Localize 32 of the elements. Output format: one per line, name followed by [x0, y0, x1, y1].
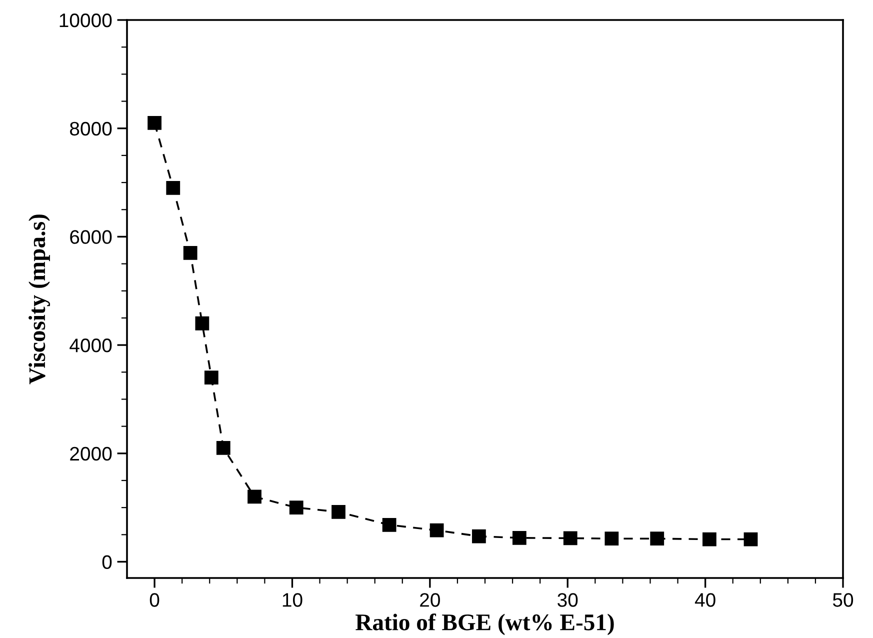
point — [166, 180, 180, 195]
point — [382, 518, 396, 532]
y-tick-label: 0 — [102, 555, 112, 569]
y-tick-label: 10000 — [60, 13, 112, 28]
y-axis-title: Viscosity (mpa.s) — [28, 214, 50, 384]
y-tick-label: 2000 — [70, 446, 112, 461]
point — [183, 246, 198, 260]
x-tick-label: 50 — [832, 593, 854, 607]
point — [512, 530, 526, 545]
point — [195, 316, 210, 330]
y-tick-label: 8000 — [70, 122, 112, 136]
y-tick-label: 4000 — [70, 338, 112, 352]
point — [563, 531, 578, 546]
point — [248, 490, 262, 504]
point — [204, 370, 218, 384]
point — [332, 504, 346, 519]
x-tick-label: 10 — [282, 593, 302, 607]
x-axis-title: Ratio of BGE (wt% E-51) — [356, 613, 614, 636]
point — [604, 532, 619, 546]
point — [289, 500, 304, 515]
point — [430, 523, 444, 538]
x-tick-label: 40 — [694, 593, 716, 607]
point — [216, 441, 230, 455]
x-tick-label: 30 — [558, 593, 578, 607]
point — [702, 532, 716, 546]
y-tick-label: 6000 — [70, 230, 112, 244]
point — [472, 529, 486, 544]
point — [148, 116, 162, 130]
point — [650, 532, 664, 546]
x-tick-label: 0 — [150, 593, 160, 607]
x-tick-label: 20 — [420, 593, 440, 607]
point — [744, 532, 758, 546]
